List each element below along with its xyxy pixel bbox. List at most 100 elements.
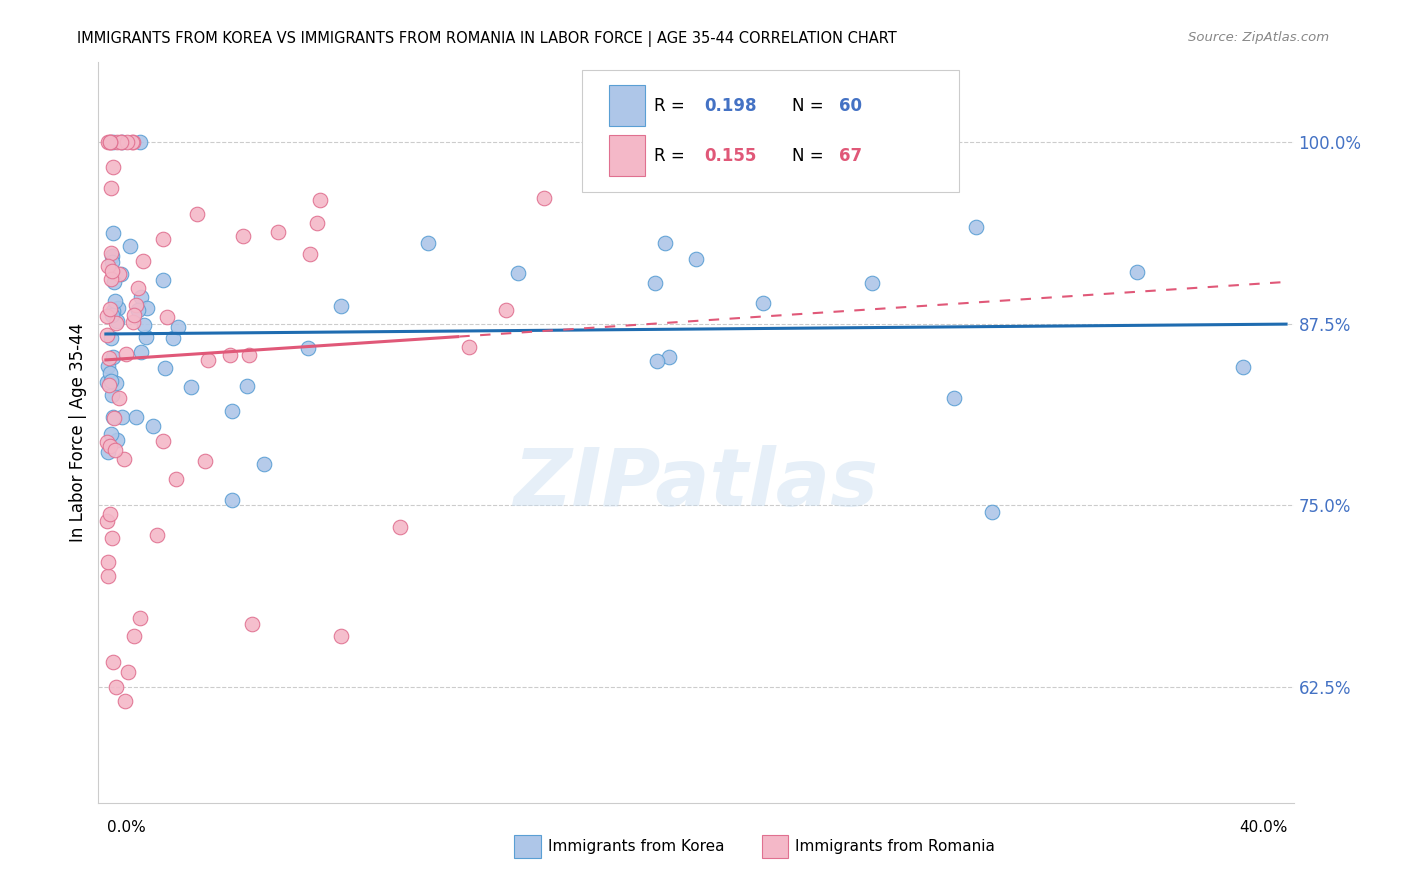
Point bbox=[129, 345, 152, 359]
Point bbox=[101, 264, 124, 278]
Point bbox=[103, 136, 125, 150]
Point bbox=[100, 255, 122, 269]
Point bbox=[98, 366, 121, 380]
Point bbox=[100, 302, 122, 317]
Point bbox=[103, 275, 125, 289]
Point bbox=[236, 379, 259, 393]
Point bbox=[186, 206, 208, 220]
Point bbox=[152, 434, 174, 448]
Point bbox=[330, 629, 353, 643]
Text: 0.198: 0.198 bbox=[704, 97, 756, 115]
Point bbox=[657, 350, 679, 364]
Point bbox=[104, 293, 127, 308]
Point bbox=[96, 309, 118, 323]
Point bbox=[132, 318, 155, 332]
FancyBboxPatch shape bbox=[609, 85, 644, 126]
Point bbox=[128, 136, 150, 150]
Point bbox=[96, 435, 118, 450]
Point bbox=[97, 351, 120, 366]
Point bbox=[100, 245, 122, 260]
Point bbox=[218, 348, 240, 362]
Point bbox=[533, 191, 555, 205]
Point bbox=[221, 404, 243, 418]
Point bbox=[330, 300, 353, 314]
FancyBboxPatch shape bbox=[515, 835, 541, 858]
Point bbox=[153, 360, 176, 375]
Point bbox=[122, 308, 145, 322]
Point bbox=[305, 216, 328, 230]
Point bbox=[135, 301, 157, 315]
Point bbox=[389, 520, 412, 534]
Point bbox=[97, 259, 120, 273]
Point bbox=[309, 193, 332, 207]
Point bbox=[101, 304, 124, 318]
FancyBboxPatch shape bbox=[762, 835, 787, 858]
Point bbox=[125, 298, 148, 312]
Point bbox=[107, 301, 129, 315]
Text: 40.0%: 40.0% bbox=[1239, 821, 1288, 835]
Y-axis label: In Labor Force | Age 35-44: In Labor Force | Age 35-44 bbox=[69, 323, 87, 542]
Point bbox=[111, 410, 134, 425]
Point bbox=[114, 694, 136, 708]
Point bbox=[457, 340, 479, 354]
Point bbox=[97, 359, 120, 373]
Point bbox=[97, 444, 120, 458]
Point bbox=[105, 314, 128, 328]
Point bbox=[495, 303, 517, 318]
Point bbox=[103, 410, 125, 425]
Text: N =: N = bbox=[792, 146, 828, 165]
Point bbox=[118, 239, 141, 253]
Text: R =: R = bbox=[654, 97, 690, 115]
Point bbox=[110, 136, 132, 150]
Text: IMMIGRANTS FROM KOREA VS IMMIGRANTS FROM ROMANIA IN LABOR FORCE | AGE 35-44 CORR: IMMIGRANTS FROM KOREA VS IMMIGRANTS FROM… bbox=[77, 31, 897, 47]
Point bbox=[111, 136, 134, 150]
Point bbox=[97, 569, 120, 583]
Point bbox=[103, 160, 125, 174]
Point bbox=[101, 350, 124, 364]
Point bbox=[97, 555, 120, 569]
Point bbox=[508, 266, 530, 280]
Point bbox=[100, 309, 122, 323]
Point bbox=[97, 136, 120, 150]
Point bbox=[105, 316, 128, 330]
Point bbox=[100, 427, 122, 442]
Point bbox=[100, 181, 122, 195]
Point bbox=[115, 346, 138, 360]
Point bbox=[121, 136, 143, 150]
Point bbox=[145, 527, 167, 541]
Text: 67: 67 bbox=[839, 146, 862, 165]
FancyBboxPatch shape bbox=[609, 136, 644, 176]
Text: R =: R = bbox=[654, 146, 690, 165]
Point bbox=[297, 341, 319, 355]
Point bbox=[101, 410, 124, 425]
Text: 0.0%: 0.0% bbox=[107, 821, 146, 835]
Point bbox=[107, 267, 129, 281]
Point bbox=[110, 267, 132, 281]
Point bbox=[167, 319, 190, 334]
Point bbox=[232, 228, 254, 243]
Point bbox=[142, 418, 165, 433]
Text: 60: 60 bbox=[839, 97, 862, 115]
Point bbox=[162, 331, 184, 345]
Point bbox=[112, 451, 135, 466]
Point bbox=[98, 136, 121, 150]
Point bbox=[125, 410, 148, 425]
Point bbox=[197, 353, 219, 368]
Point bbox=[152, 232, 174, 246]
Point bbox=[128, 611, 150, 625]
Point bbox=[238, 348, 260, 362]
Point bbox=[122, 136, 145, 150]
Point bbox=[101, 249, 124, 263]
Point bbox=[221, 493, 243, 508]
Point bbox=[115, 136, 138, 150]
Text: N =: N = bbox=[792, 97, 828, 115]
Point bbox=[194, 454, 217, 468]
Point bbox=[100, 136, 122, 150]
Point bbox=[105, 433, 128, 447]
Point bbox=[100, 388, 122, 402]
Point bbox=[96, 328, 118, 343]
Point bbox=[253, 458, 276, 472]
Point bbox=[98, 136, 121, 150]
Point bbox=[965, 219, 987, 234]
Point bbox=[98, 378, 121, 392]
